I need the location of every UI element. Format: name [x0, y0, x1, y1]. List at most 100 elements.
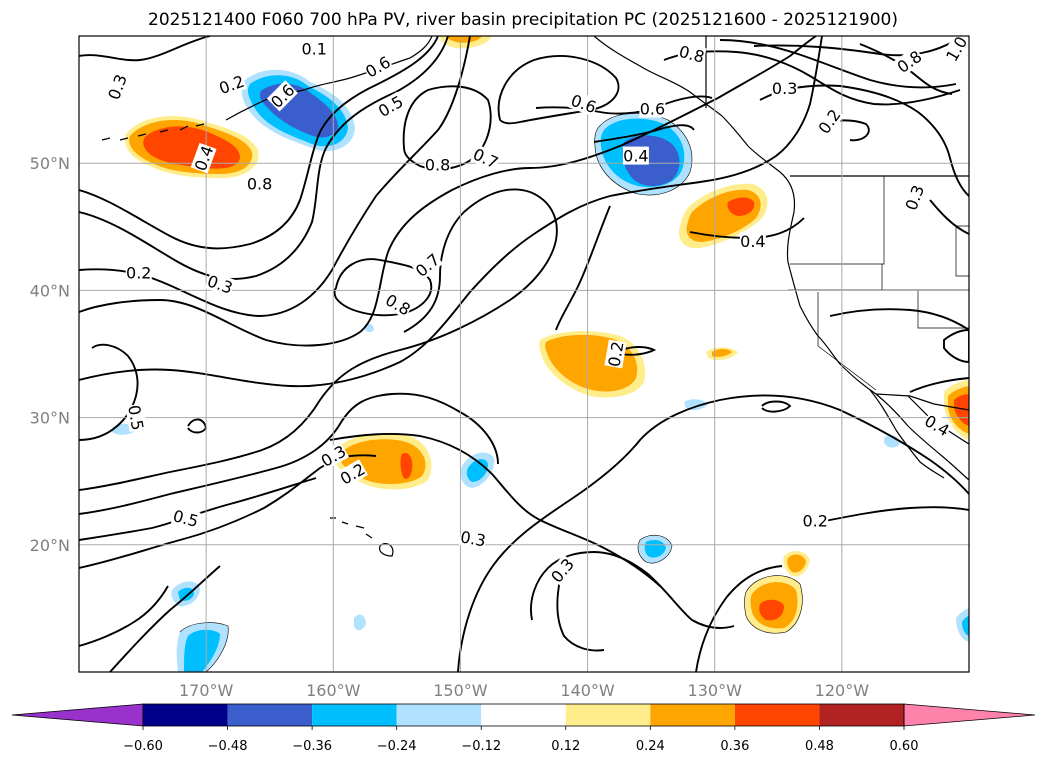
- colorbar-tick-label: −0.36: [292, 739, 332, 754]
- contour-label: 0.2: [604, 339, 628, 369]
- contour-label-bg: [104, 71, 131, 103]
- contour-label-bg: [317, 441, 350, 471]
- longitude-tick-labels: 170°W 160°W 150°W 140°W 130°W 120°W: [179, 681, 869, 700]
- contour-label-bg: [639, 99, 666, 118]
- pv-contour: [79, 188, 558, 491]
- lon-tick-label: 170°W: [179, 681, 234, 700]
- pv-contour: [457, 394, 969, 672]
- pv-contour: [556, 579, 605, 652]
- precip-area-negative: [354, 614, 366, 631]
- contour-label-bg: [622, 146, 649, 165]
- colorbar-segment: [143, 704, 228, 726]
- contour-label-bg: [336, 459, 369, 488]
- contour-label-bg: [216, 71, 247, 98]
- pv-contour: [79, 343, 139, 441]
- precip-area-positive: [727, 197, 755, 216]
- contour-label-bg: [301, 39, 328, 58]
- colorbar-extend-min: [11, 703, 144, 727]
- contour-label-text: 0.5: [124, 404, 147, 432]
- contour-label-bg: [204, 271, 236, 297]
- contour-label-bg: [568, 90, 600, 117]
- contour-label-bg: [190, 142, 217, 174]
- pv-contour: [79, 36, 817, 347]
- contour-label-bg: [546, 554, 578, 586]
- contour-label-bg: [125, 263, 152, 282]
- contour-label-bg: [362, 52, 394, 81]
- lon-tick-label: 150°W: [433, 681, 488, 700]
- contour-label-text: 0.3: [459, 527, 487, 550]
- contour-label-text: 0.8: [247, 175, 272, 194]
- lat-tick-label: 40°N: [30, 281, 70, 300]
- lon-tick-label: 140°W: [560, 681, 615, 700]
- coastline-islands: [101, 123, 205, 141]
- border-us-mexico: [875, 393, 969, 411]
- precip-area-positive: [400, 452, 413, 479]
- contour-label-bg: [802, 511, 829, 530]
- contour-label-text: 0.6: [640, 100, 665, 119]
- colorbar-tick-label: −0.24: [377, 739, 417, 754]
- precip-area-positive: [787, 554, 806, 573]
- pv-contour: [79, 585, 169, 647]
- lat-tick-label: 50°N: [30, 154, 70, 173]
- pv-contour: [329, 433, 661, 587]
- contour-label-text: 0.2: [802, 512, 827, 531]
- pv-contour: [530, 551, 735, 629]
- fill-outline: [637, 534, 673, 564]
- lat-tick-label: 30°N: [30, 409, 70, 428]
- precip-area-negative: [184, 629, 220, 672]
- colorbar-segment: [227, 704, 313, 726]
- colorbar-tick-label: 0.36: [720, 739, 749, 754]
- contour-label-text: 0.8: [425, 155, 450, 174]
- coastline-north-america: [593, 36, 969, 481]
- contour-label: 0.4: [622, 146, 649, 166]
- precip-area-positive: [712, 349, 732, 357]
- contour-label: 0.8: [246, 174, 273, 194]
- colorbar-tick-label: −0.60: [123, 739, 163, 754]
- contour-label-bg: [771, 79, 798, 98]
- colorbar-segment: [650, 704, 735, 726]
- contour-label-bg: [901, 182, 928, 213]
- contour-label: 0.5: [124, 403, 148, 432]
- contour-label-bg: [411, 249, 444, 281]
- contour-label-text: 0.2: [126, 264, 151, 283]
- pv-contour: [829, 308, 969, 331]
- pv-contour: [593, 124, 695, 143]
- contour-label: 0.3: [204, 271, 236, 298]
- colorbar-extend-max: [903, 703, 1036, 727]
- pv-contour: [79, 36, 439, 250]
- pv-contour: [79, 36, 823, 388]
- contour-label-bg: [941, 36, 969, 65]
- contour-label-text: 0.4: [623, 147, 648, 166]
- pv-contour: [555, 205, 611, 331]
- contour-label-text: 0.1: [301, 40, 326, 59]
- map-panel: 0.3 0.2 0.60.10.60.50.40.80.8 0.70.6 0.60.80…: [30, 35, 970, 700]
- contour-label-bg: [382, 290, 414, 319]
- colorbar-tick-label: 0.24: [636, 739, 665, 754]
- pv-contour: [753, 39, 957, 57]
- contour-label-bg: [125, 403, 148, 432]
- colorbar-tick-label: −0.12: [461, 739, 501, 754]
- pv-contour: [719, 39, 957, 89]
- pv-contour: [497, 55, 620, 125]
- colorbar-segment: [819, 704, 904, 726]
- fill-outline: [744, 575, 803, 634]
- pv-contour: [621, 346, 657, 356]
- pv-contour: [859, 43, 953, 95]
- contour-label: 0.4: [739, 231, 766, 251]
- contour-label: 0.6: [639, 99, 666, 119]
- contour-label-bg: [170, 506, 201, 531]
- contour-label: 0.8: [424, 155, 451, 174]
- pv-contour: [909, 377, 969, 393]
- contour-label-bg: [266, 80, 298, 112]
- lat-tick-label: 20°N: [30, 536, 70, 555]
- colorbar-segment: [481, 704, 566, 726]
- contour-label-bg: [814, 105, 844, 138]
- lon-tick-label: 130°W: [688, 681, 743, 700]
- pv-contour: [79, 36, 211, 62]
- pv-contour: [535, 95, 713, 115]
- precip-area-positive: [759, 599, 784, 621]
- colorbar-segment: [565, 704, 651, 726]
- pv-contour: [943, 329, 969, 363]
- colorbar-tick-label: 0.12: [551, 739, 580, 754]
- contour-label: 0.2: [125, 263, 152, 283]
